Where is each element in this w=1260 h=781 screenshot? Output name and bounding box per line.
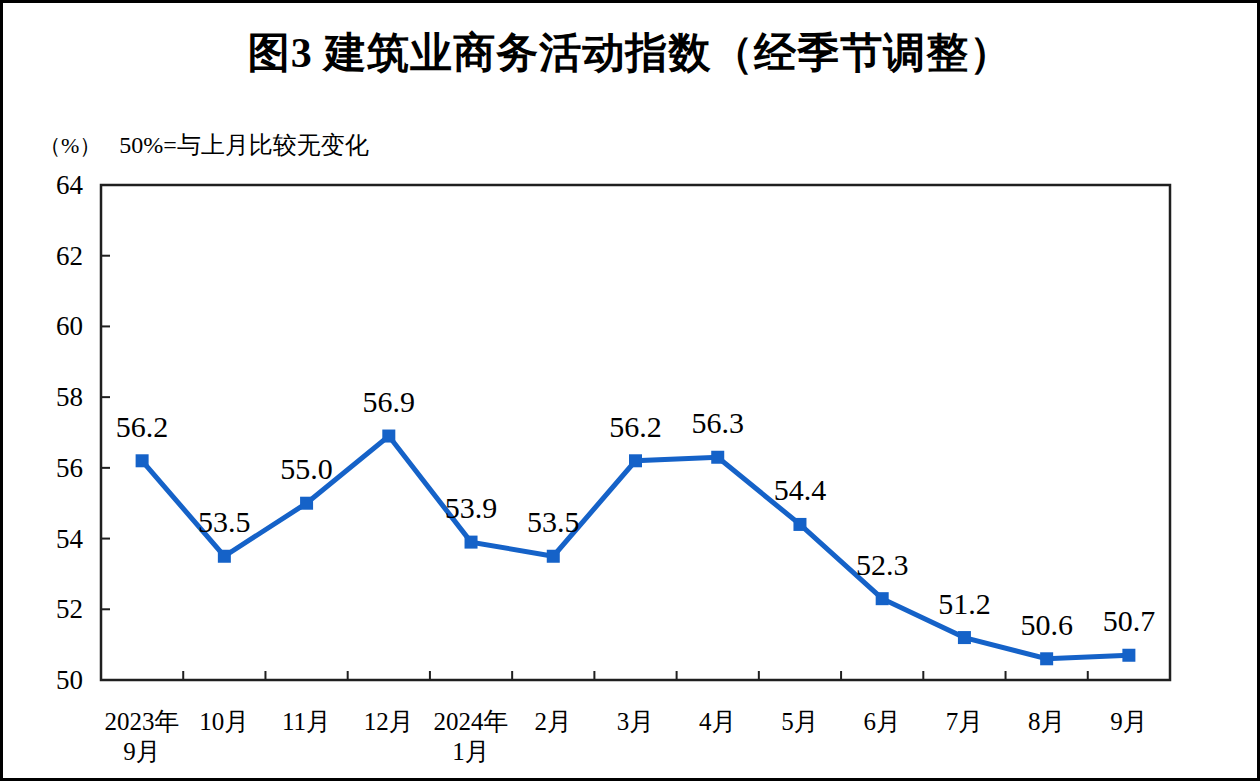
data-point-marker bbox=[218, 550, 231, 563]
data-point-marker bbox=[958, 631, 971, 644]
data-point-marker bbox=[300, 497, 313, 510]
x-tick-label: 1月 bbox=[452, 738, 490, 765]
x-tick-label: 5月 bbox=[781, 708, 819, 735]
y-tick-label: 56 bbox=[56, 453, 83, 483]
data-point-marker bbox=[711, 451, 724, 464]
y-tick-label: 50 bbox=[56, 665, 83, 695]
x-tick-label: 4月 bbox=[699, 708, 737, 735]
x-tick-label: 10月 bbox=[199, 708, 249, 735]
y-tick-label: 58 bbox=[56, 382, 83, 412]
data-label: 50.6 bbox=[1020, 608, 1073, 641]
data-point-marker bbox=[793, 518, 806, 531]
data-label: 56.2 bbox=[609, 410, 662, 443]
data-point-marker bbox=[629, 454, 642, 467]
x-tick-label: 6月 bbox=[863, 708, 901, 735]
data-point-marker bbox=[465, 536, 478, 549]
data-point-marker bbox=[876, 592, 889, 605]
data-label: 53.9 bbox=[445, 491, 498, 524]
x-tick-label: 8月 bbox=[1028, 708, 1066, 735]
data-point-marker bbox=[382, 430, 395, 443]
data-label: 53.5 bbox=[198, 505, 251, 538]
data-point-marker bbox=[547, 550, 560, 563]
y-tick-label: 62 bbox=[56, 241, 83, 271]
data-label: 54.4 bbox=[774, 473, 827, 506]
data-label: 53.5 bbox=[527, 505, 580, 538]
x-tick-label: 2023年 bbox=[105, 708, 180, 735]
line-chart: 50 52 54 56 58 60 62 64 2023年 9月 10月 11月 12月 2024年 1月 2… bbox=[3, 3, 1260, 781]
data-label: 56.2 bbox=[116, 410, 169, 443]
x-tick-label: 3月 bbox=[617, 708, 655, 735]
x-tick-label: 9月 bbox=[1110, 708, 1148, 735]
data-label: 50.7 bbox=[1103, 604, 1156, 637]
data-label: 55.0 bbox=[280, 452, 333, 485]
x-tick-label: 12月 bbox=[364, 708, 414, 735]
y-tick-label: 52 bbox=[56, 594, 83, 624]
x-tick-label: 2月 bbox=[535, 708, 573, 735]
data-label: 52.3 bbox=[856, 548, 909, 581]
data-label: 56.9 bbox=[363, 385, 416, 418]
x-tick-label: 11月 bbox=[282, 708, 331, 735]
data-point-marker bbox=[1040, 652, 1053, 665]
data-point-marker bbox=[136, 454, 149, 467]
x-tick-label: 2024年 bbox=[434, 708, 509, 735]
data-label: 56.3 bbox=[691, 406, 744, 439]
y-tick-label: 64 bbox=[56, 170, 84, 200]
x-tick-label: 9月 bbox=[123, 738, 161, 765]
data-label: 51.2 bbox=[938, 587, 991, 620]
y-tick-label: 54 bbox=[56, 524, 84, 554]
chart-figure: 图3 建筑业商务活动指数（经季节调整） （%） 50%=与上月比较无变化 505… bbox=[0, 0, 1260, 781]
y-tick-label: 60 bbox=[56, 311, 83, 341]
data-point-marker bbox=[1122, 649, 1135, 662]
x-tick-label: 7月 bbox=[946, 708, 984, 735]
